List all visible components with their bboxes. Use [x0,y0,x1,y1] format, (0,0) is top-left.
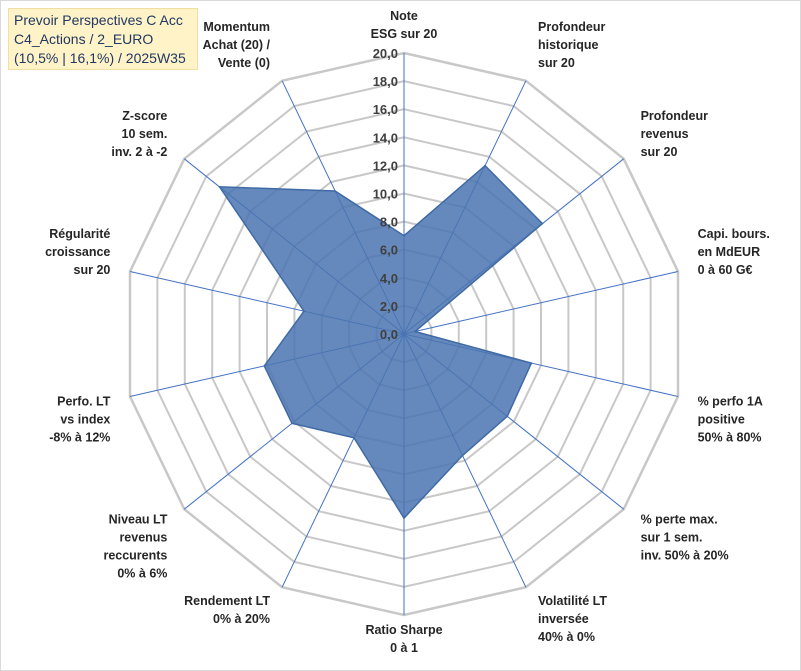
category-label-line: % perfo 1A [698,394,763,408]
category-label: Momentum Achat (20) / Vente (0) [203,20,271,70]
category-label-line: Volatilité LT [538,594,607,608]
category-label: % perfo 1A positive 50% à 80% [698,394,763,444]
category-label-line: Achat (20) / [203,38,271,52]
category-label-line: reccurents [103,549,167,563]
category-label-line: % perte max. [641,513,718,527]
data-point [291,422,293,425]
category-label-line: revenus [641,127,689,141]
tick-label: 18,0 [373,74,398,89]
data-point [403,517,405,519]
tick-label: 8,0 [380,215,398,230]
category-label: Rendement LT 0% à 20% [184,594,270,626]
data-point [414,330,416,333]
fund-title-box: Prevoir Perspectives C Acc C4_Actions / … [8,8,198,70]
data-point [506,415,509,418]
category-label: Profondeur historique sur 20 [538,20,605,70]
category-label-line: inversée [538,612,589,626]
radial-tick-labels: 0,0 2,0 4,0 6,0 8,0 10,0 12,0 14,0 16,0 18,0 20,0 [373,46,398,342]
data-point [218,186,221,188]
tick-label: 20,0 [373,46,398,61]
category-label-line: 10 sem. [122,127,168,141]
category-label: Niveau LT revenus reccurents 0% à 6% [103,513,167,581]
tick-label: 14,0 [373,130,398,145]
category-label-line: 50% à 80% [698,430,762,444]
category-label-line: sur 20 [538,56,575,70]
category-label: Perfo. LT vs index -8% à 12% [49,394,111,444]
category-label: Ratio Sharpe 0 à 1 [365,623,442,655]
category-label-line: Momentum [203,20,270,34]
category-labels: Note ESG sur 20 Profondeur historique sur 20… [45,9,770,655]
tick-label: 12,0 [373,158,398,173]
category-label-line: Note [390,9,418,23]
data-point [530,362,533,364]
category-label-line: Perfo. LT [57,394,111,408]
category-label-line: Rendement LT [184,594,270,608]
axis-spoke [403,271,679,335]
category-label-line: sur 1 sem. [641,531,703,545]
category-label: Profondeur revenus sur 20 [641,109,708,159]
category-label-line: en MdEUR [698,245,761,259]
title-line-2: C4_Actions / 2_EURO [14,31,154,47]
title-line-1: Prevoir Perspectives C Acc [14,12,183,28]
category-label-line: ESG sur 20 [371,27,438,41]
category-label: Capi. bours. en MdEUR 0 à 60 G€ [698,227,770,277]
category-label-line: 0% à 6% [117,567,167,581]
category-label-line: sur 20 [74,263,111,277]
tick-label: 4,0 [380,271,398,286]
tick-label: 16,0 [373,102,398,117]
category-label-line: Z-score [122,109,167,123]
category-label-line: Profondeur [641,109,708,123]
category-label-line: historique [538,38,598,52]
category-label-line: Profondeur [538,20,605,34]
data-point [461,454,464,457]
category-label-line: Niveau LT [109,513,168,527]
data-point [541,222,544,225]
category-label-line: sur 20 [641,145,678,159]
category-label-line: -8% à 12% [49,430,110,444]
tick-label: 10,0 [373,187,398,202]
category-label-line: croissance [45,245,110,259]
category-label-line: 0 à 60 G€ [698,263,753,277]
category-label: Z-score 10 sem. inv. 2 à -2 [111,109,167,159]
category-label-line: 0 à 1 [390,641,418,655]
title-line-3: (10,5% | 16,1%) / 2025W35 [14,50,186,66]
data-point [334,190,336,192]
category-label-line: inv. 2 à -2 [111,145,167,159]
category-label-line: inv. 50% à 20% [641,549,729,563]
category-label-line: positive [698,412,745,426]
category-label: Note ESG sur 20 [371,9,438,41]
category-label-line: Vente (0) [218,56,270,70]
tick-label: 2,0 [380,299,398,314]
category-label-line: Régularité [49,227,110,241]
category-label-line: Ratio Sharpe [365,623,442,637]
data-point [303,310,305,313]
category-label: Volatilité LT inversée 40% à 0% [538,594,607,644]
category-label-line: 40% à 0% [538,630,595,644]
category-label-line: vs index [60,412,110,426]
data-point [403,234,405,237]
radar-series [218,164,544,520]
category-label-line: revenus [119,531,167,545]
tick-label: 0,0 [380,327,398,342]
data-point [484,164,486,167]
tick-label: 6,0 [380,243,398,258]
category-label-line: Capi. bours. [698,227,770,241]
category-label-line: 0% à 20% [213,612,270,626]
data-point [353,437,355,439]
category-label: % perte max. sur 1 sem. inv. 50% à 20% [641,513,729,563]
data-point [263,365,266,367]
category-label: Régularité croissance sur 20 [45,227,110,277]
